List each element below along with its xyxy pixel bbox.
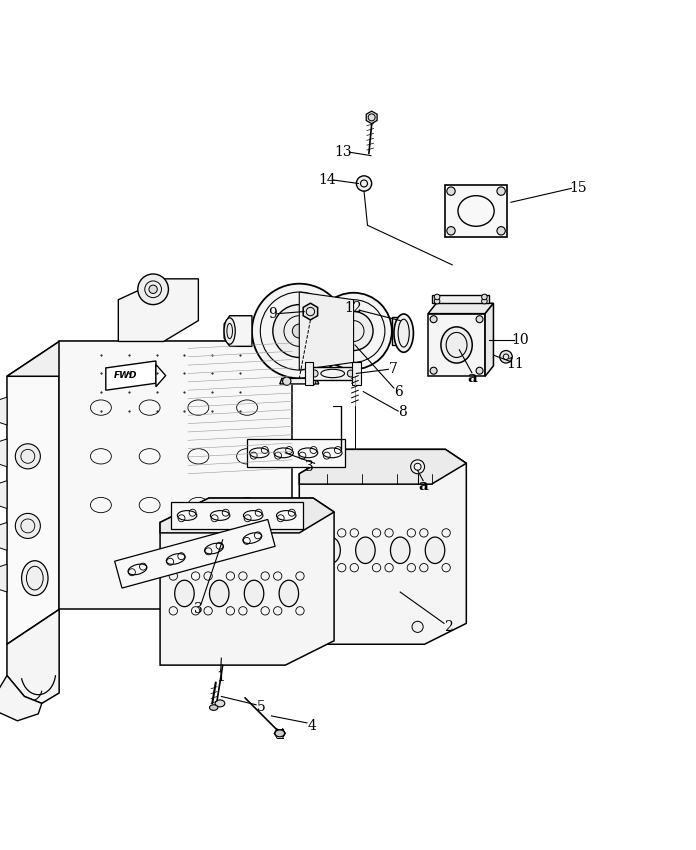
Ellipse shape [394,314,413,352]
Polygon shape [0,523,7,550]
Text: 13: 13 [334,145,352,159]
Circle shape [430,367,437,374]
Polygon shape [352,362,361,385]
Text: 15: 15 [569,181,587,196]
Text: 14: 14 [318,173,336,187]
Polygon shape [115,519,275,588]
Text: 2: 2 [445,620,453,634]
Polygon shape [160,498,334,665]
Polygon shape [299,450,466,484]
Circle shape [283,377,291,385]
Polygon shape [160,498,334,533]
Text: 5: 5 [257,700,265,714]
Circle shape [412,621,423,632]
Ellipse shape [224,318,235,344]
Text: a: a [467,371,477,385]
Polygon shape [7,609,59,704]
Polygon shape [428,314,485,377]
Circle shape [476,315,483,323]
Circle shape [500,350,512,363]
Polygon shape [280,378,319,384]
Circle shape [476,367,483,374]
Polygon shape [432,295,489,303]
Text: 4: 4 [308,718,316,733]
Circle shape [15,513,40,538]
Text: 11: 11 [506,357,524,371]
Circle shape [138,274,168,304]
Ellipse shape [209,705,218,711]
Polygon shape [59,342,292,609]
Polygon shape [303,303,317,320]
Polygon shape [106,361,156,390]
Circle shape [334,312,373,350]
Ellipse shape [398,320,406,342]
Circle shape [356,176,372,191]
Ellipse shape [209,581,229,607]
Polygon shape [118,279,198,342]
Polygon shape [366,111,377,123]
Circle shape [149,285,157,293]
Ellipse shape [441,327,473,363]
Polygon shape [0,564,7,592]
Circle shape [482,298,487,304]
Circle shape [252,284,347,378]
Polygon shape [7,342,59,644]
Text: 7: 7 [389,362,397,377]
Ellipse shape [425,537,445,564]
Text: 8: 8 [398,405,406,419]
Text: 1: 1 [216,670,225,684]
Circle shape [308,377,316,385]
Ellipse shape [22,561,48,596]
Polygon shape [0,481,7,508]
Text: 3: 3 [306,460,314,473]
Circle shape [311,370,318,377]
Circle shape [447,187,455,196]
Circle shape [273,304,326,358]
Text: FWD: FWD [113,371,137,380]
Ellipse shape [321,537,340,564]
Polygon shape [0,439,7,467]
Text: 9: 9 [269,307,277,320]
Polygon shape [7,342,292,377]
Polygon shape [445,185,507,237]
Polygon shape [299,292,354,370]
Ellipse shape [175,581,194,607]
Polygon shape [309,366,356,381]
Text: 12: 12 [345,301,363,315]
Circle shape [315,292,392,369]
Polygon shape [224,315,252,346]
Circle shape [497,227,505,235]
Polygon shape [156,365,166,387]
Polygon shape [171,502,303,530]
Ellipse shape [279,581,299,607]
Ellipse shape [356,537,375,564]
Polygon shape [0,676,42,721]
Circle shape [482,294,487,300]
Ellipse shape [275,730,285,737]
Text: 6: 6 [394,384,402,399]
Circle shape [347,370,354,377]
Circle shape [292,324,306,338]
Circle shape [430,315,437,323]
Ellipse shape [390,537,410,564]
Text: 3: 3 [194,603,203,616]
Polygon shape [392,317,408,345]
Circle shape [15,444,40,469]
Circle shape [411,460,425,473]
Circle shape [434,294,440,300]
Text: 10: 10 [512,333,530,347]
Circle shape [497,187,505,196]
Text: a: a [418,479,428,492]
Polygon shape [305,362,313,385]
Circle shape [434,298,440,304]
Polygon shape [428,303,493,314]
Ellipse shape [215,700,225,707]
Polygon shape [299,450,466,644]
Polygon shape [0,397,7,425]
Polygon shape [485,303,493,377]
Circle shape [447,227,455,235]
Polygon shape [247,439,345,467]
Ellipse shape [244,581,264,607]
